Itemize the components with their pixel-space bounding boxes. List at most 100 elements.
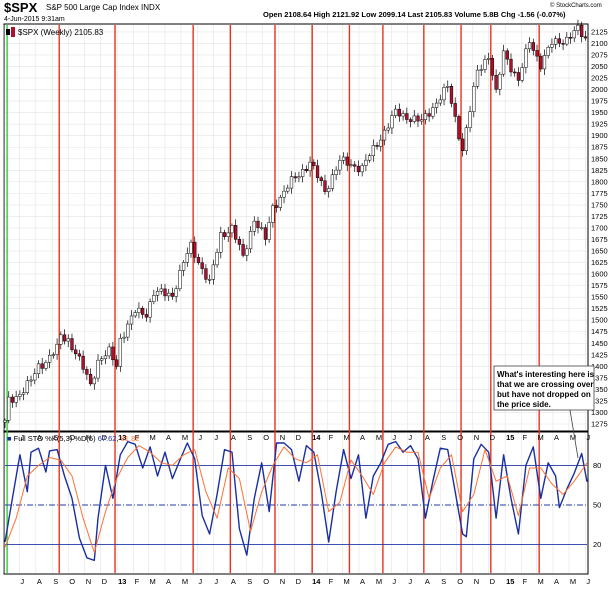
candle-body: [527, 42, 532, 50]
x-tick-label-bottom: 13: [118, 577, 126, 586]
candle-body: [475, 69, 480, 87]
price-tick-label: 1850: [591, 154, 608, 163]
x-tick-label-top: D: [490, 433, 496, 442]
candle-body: [323, 180, 327, 192]
candle-body: [449, 86, 454, 104]
candle-body: [583, 36, 588, 39]
candle-body: [263, 227, 268, 240]
price-tick-label: 1425: [591, 350, 608, 359]
x-tick-label-bottom: F: [329, 577, 334, 586]
candle-body: [271, 205, 275, 223]
stochastic-d-line: [4, 445, 588, 553]
annotation-line-4: the price side.: [497, 400, 551, 409]
price-tick-label: 1750: [591, 200, 608, 209]
candle-body: [55, 343, 59, 355]
x-tick-label-bottom: N: [86, 577, 91, 586]
x-tick-label-bottom: O: [69, 577, 75, 586]
candle-body: [468, 111, 472, 128]
price-tick-label: 2100: [591, 39, 608, 48]
candle-body: [200, 262, 204, 269]
candle-body: [453, 103, 457, 117]
candle-body: [498, 73, 502, 90]
candle-body: [561, 43, 565, 45]
candle-body: [401, 113, 405, 117]
candle-body: [88, 374, 93, 385]
x-tick-label-top: A: [37, 433, 42, 442]
x-tick-label-top: M: [570, 433, 576, 442]
candle-body: [397, 108, 402, 117]
x-tick-label-bottom: N: [474, 577, 479, 586]
candle-body: [319, 177, 323, 181]
candle-body: [345, 156, 349, 166]
candle-body: [446, 86, 450, 88]
candle-body: [364, 159, 368, 166]
candle-body: [580, 24, 584, 37]
candle-body: [152, 295, 156, 302]
x-tick-label-bottom: M: [376, 577, 382, 586]
candle-body: [51, 354, 56, 356]
x-tick-label-top: J: [392, 433, 396, 442]
price-tick-label: 1275: [591, 420, 608, 429]
candle-body: [479, 69, 483, 71]
x-tick-label-top: F: [135, 433, 140, 442]
stochastic-legend: ■ Full STO %K(5,3) %D(5) 67.62, 81.82: [7, 434, 139, 443]
candle-body: [353, 164, 357, 167]
legend-candle-icon: [6, 29, 10, 35]
x-tick-label-bottom: D: [102, 577, 108, 586]
stochastic-tick-label: 50: [593, 501, 601, 510]
candle-body: [81, 355, 85, 370]
chart-index-name: S&P 500 Large Cap Index INDX: [46, 3, 161, 12]
x-tick-label-top: D: [296, 433, 302, 442]
candle-body: [568, 36, 573, 39]
candle-body: [375, 145, 379, 147]
price-tick-label: 1775: [591, 189, 608, 198]
x-tick-label-top: M: [182, 433, 188, 442]
candle-body: [524, 48, 528, 68]
candle-body: [315, 165, 320, 178]
x-tick-label-bottom: M: [570, 577, 576, 586]
candle-body: [394, 108, 398, 116]
candle-body: [505, 50, 509, 60]
candle-body: [464, 127, 468, 151]
candle-body: [509, 58, 513, 73]
price-tick-label: 1675: [591, 235, 608, 244]
candle-body: [163, 288, 167, 297]
price-tick-label: 1350: [591, 385, 608, 394]
x-tick-label-top: 14: [312, 433, 321, 442]
candle-body: [234, 225, 238, 240]
x-tick-label-bottom: J: [198, 577, 202, 586]
x-tick-label-top: J: [198, 433, 202, 442]
stochastic-legend-d-value: 81.82: [121, 434, 140, 443]
x-tick-label-top: D: [102, 433, 108, 442]
price-tick-label: 1950: [591, 108, 608, 117]
candle-body: [36, 363, 41, 374]
candle-body: [289, 176, 294, 189]
candle-body: [572, 30, 576, 39]
x-tick-label-bottom: J: [408, 577, 412, 586]
x-tick-label-bottom: M: [150, 577, 156, 586]
candle-body: [412, 115, 416, 122]
candle-body: [96, 359, 100, 379]
candle-body: [70, 338, 74, 351]
candle-body: [155, 290, 160, 296]
candle-body: [520, 67, 524, 81]
annotation-pointer: [569, 409, 579, 459]
x-tick-label-bottom: A: [166, 577, 171, 586]
candle-body: [267, 222, 271, 240]
candle-body: [92, 377, 96, 385]
candle-body: [10, 396, 15, 403]
candle-body: [356, 165, 361, 173]
candle-body: [327, 188, 331, 192]
price-tick-label: 1450: [591, 339, 608, 348]
candle-body: [330, 174, 335, 189]
candle-body: [74, 349, 78, 355]
candle-body: [14, 396, 18, 403]
candle-body: [204, 268, 208, 280]
price-tick-label: 1900: [591, 131, 608, 140]
x-tick-label-bottom: F: [523, 577, 528, 586]
candle-body: [434, 102, 439, 108]
candle-body: [167, 292, 171, 297]
candle-body: [189, 241, 193, 254]
candle-body: [118, 337, 122, 367]
candle-body: [516, 72, 521, 81]
